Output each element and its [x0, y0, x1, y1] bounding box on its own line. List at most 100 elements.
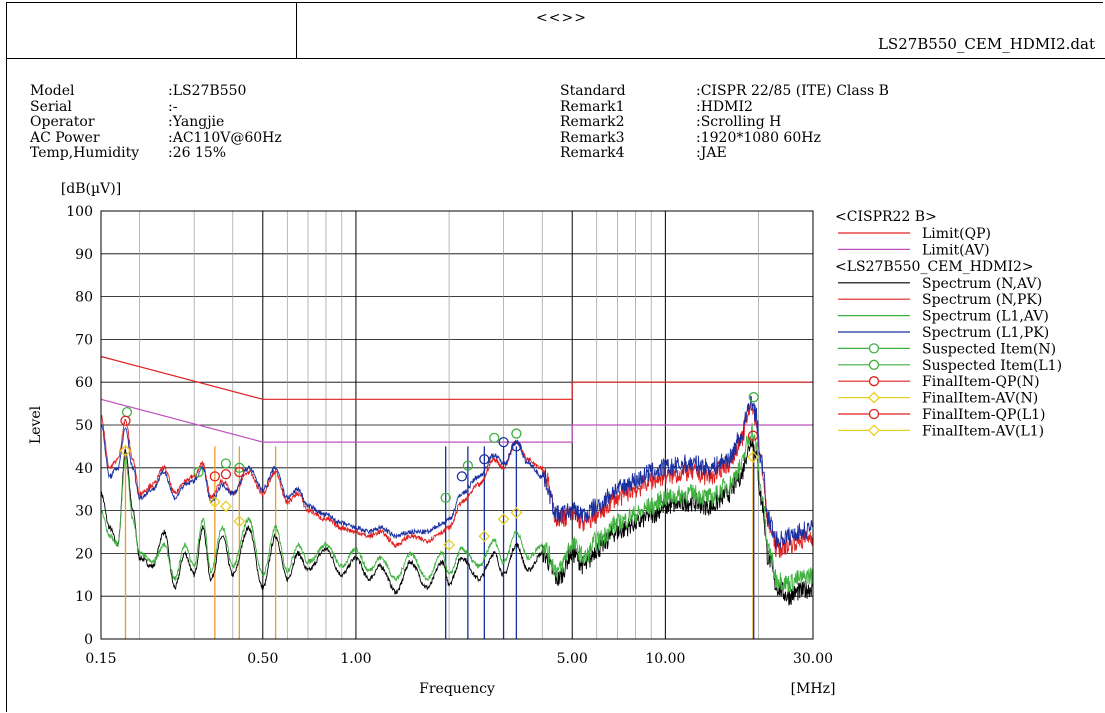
info-row-remark3: Remark3 :1920*1080 60Hz — [560, 129, 889, 147]
info-key: Remark3 — [560, 129, 625, 146]
legend-marker — [868, 408, 880, 420]
info-key: Temp,Humidity — [30, 145, 140, 161]
info-row-ac-power: AC Power :AC110V@60Hz — [30, 129, 282, 147]
info-key: Remark1 — [560, 98, 625, 115]
item-circle-marker — [748, 392, 759, 403]
legend-entry-label: FinalItem-AV(N) — [922, 391, 1038, 407]
x-tick-label: 1.00 — [340, 651, 371, 667]
legend-entry-label: FinalItem-QP(L1) — [922, 407, 1046, 423]
y-tick-label: 10 — [75, 589, 93, 605]
final-item-av-marker — [119, 444, 132, 457]
info-row-remark4: Remark4:JAE — [560, 145, 889, 162]
info-row-temp-humidity: Temp,Humidity :26 15% — [30, 145, 282, 162]
final-item-av-marker — [478, 530, 491, 543]
y-axis-label: Level — [28, 405, 44, 444]
info-key: Serial — [30, 98, 72, 115]
legend-entry-label: Suspected Item(N) — [922, 341, 1056, 357]
header-divider — [6, 58, 1105, 59]
x-tick-label: 0.50 — [247, 651, 278, 667]
spectrum-line — [100, 423, 814, 593]
final-item-av-marker — [443, 538, 456, 551]
x-axis-label: Frequency — [419, 681, 495, 697]
legend-entry-label: FinalItem-QP(N) — [922, 374, 1040, 390]
info-key: AC Power — [30, 129, 100, 146]
item-circle-marker — [747, 430, 759, 441]
item-circle-marker — [440, 492, 451, 503]
y-tick-label: 100 — [66, 204, 93, 220]
info-value: :LS27B550 — [168, 83, 247, 99]
plot-border — [100, 210, 814, 640]
info-value: :AC110V@60Hz — [168, 129, 282, 146]
item-circle-marker — [234, 466, 245, 478]
info-left-block: Model:LS27B550 Serial:- Operator:Yangjie… — [30, 83, 282, 162]
info-value: :JAE — [696, 145, 727, 161]
item-circle-marker — [489, 432, 500, 443]
item-circle-marker — [234, 462, 245, 473]
item-circle-marker — [120, 415, 131, 426]
info-value: :1920*1080 60Hz — [696, 129, 821, 146]
final-item-av-marker — [233, 515, 246, 528]
final-item-av-marker — [208, 496, 221, 508]
x-unit-label: [MHz] — [791, 681, 836, 697]
chart-legend: <CISPR22 B>Limit(QP)Limit(AV)<LS27B550_C… — [835, 209, 1062, 439]
item-markers — [119, 392, 759, 551]
y-tick-label: 30 — [75, 504, 93, 520]
info-value: :Scrolling H — [696, 114, 782, 130]
info-row-serial: Serial :- — [30, 98, 282, 116]
legend-entry-label: Limit(QP) — [922, 226, 991, 242]
x-tick-label: 30.00 — [793, 651, 833, 667]
legend-entry-label: FinalItem-AV(L1) — [922, 423, 1044, 439]
y-tick-label: 0 — [84, 632, 93, 648]
legend-entry-label: Suspected Item(L1) — [922, 358, 1062, 374]
item-circle-marker — [462, 460, 474, 471]
info-row-model: Model :LS27B550 — [30, 83, 282, 100]
spectrum-line — [100, 436, 814, 606]
item-circle-marker — [498, 436, 509, 448]
y-tick-label: 50 — [75, 418, 93, 434]
legend-entry-label: Spectrum (L1,PK) — [922, 325, 1049, 341]
limit-line — [100, 355, 813, 400]
x-tick-label: 0.15 — [85, 651, 116, 667]
legend-group-title: <CISPR22 B> — [835, 209, 937, 225]
spectrum-series — [100, 395, 814, 606]
item-circle-marker — [209, 471, 221, 482]
info-value: :- — [168, 98, 178, 115]
item-circle-marker — [479, 454, 490, 465]
legend-entry-label: Spectrum (L1,AV) — [922, 309, 1049, 325]
y-tick-label: 90 — [75, 247, 93, 263]
y-tick-label: 20 — [75, 546, 93, 562]
final-item-av-marker — [747, 451, 759, 464]
item-circle-marker — [511, 428, 522, 439]
final-item-av-marker — [219, 500, 232, 513]
legend-entry-label: Spectrum (N,PK) — [922, 292, 1042, 308]
legend-marker — [868, 343, 880, 354]
info-row-remark1: Remark1:HDMI2 — [560, 98, 889, 116]
info-key: Model — [30, 83, 75, 99]
spectrum-line — [100, 395, 814, 551]
item-circle-marker — [193, 466, 204, 478]
final-item-av-marker — [497, 513, 510, 526]
legend-marker — [868, 391, 880, 404]
y-tick-label: 80 — [75, 290, 93, 306]
item-circle-marker — [220, 469, 232, 480]
page-nav-arrows[interactable]: <<>> — [536, 10, 587, 26]
item-circle-marker — [220, 458, 232, 469]
info-right-block: Standard:CISPR 22/85 (ITE) Class B Remar… — [560, 83, 889, 162]
limit-line — [100, 398, 813, 443]
legend-group-title: <LS27B550_CEM_HDMI2> — [835, 259, 1034, 275]
info-key: Standard — [560, 83, 626, 99]
axis-labels: 0 10 20 30 40 50 60 70 80 90 100 0.15 0.50 1.00 5.00 10… — [28, 181, 835, 697]
x-tick-label: 5.00 — [557, 651, 588, 667]
spectrum-line — [100, 403, 814, 558]
info-value: :26 15% — [168, 145, 227, 161]
item-circle-marker — [456, 471, 468, 482]
legend-marker — [868, 359, 880, 370]
y-tick-label: 40 — [75, 461, 93, 477]
info-key: Remark2 — [560, 114, 625, 130]
legend-entry-label: Limit(AV) — [922, 242, 990, 258]
info-row-remark2: Remark2 :Scrolling H — [560, 114, 889, 131]
legend-entry-label: Spectrum (N,AV) — [922, 276, 1042, 292]
info-key: Operator — [30, 114, 95, 130]
item-circle-marker — [511, 441, 522, 452]
